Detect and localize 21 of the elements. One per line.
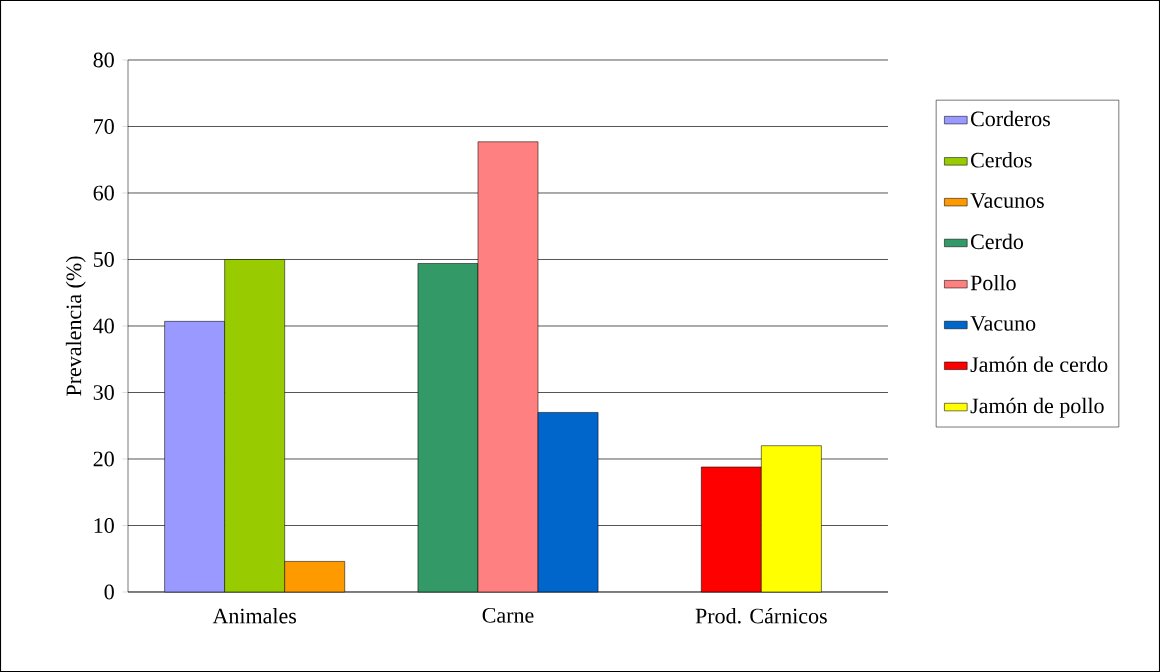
x-tick-label: Animales bbox=[212, 607, 297, 624]
legend-label: Cerdos bbox=[971, 152, 1032, 168]
y-tick-label: 50 bbox=[93, 252, 114, 267]
y-tick-label: 80 bbox=[93, 52, 114, 68]
legend-label: Corderos bbox=[971, 110, 1050, 127]
y-tick-label: 20 bbox=[93, 451, 114, 467]
x-tick-label: Carne bbox=[482, 607, 534, 623]
legend-label: Pollo bbox=[970, 274, 1016, 291]
y-tick-label: 0 bbox=[104, 584, 114, 600]
y-tick-label: 40 bbox=[93, 318, 114, 334]
y-tick-label: 10 bbox=[94, 518, 114, 533]
x-tick-label: Prod. Cárnicos bbox=[695, 607, 827, 624]
y-axis-title: Prevalencia (%) bbox=[65, 256, 86, 396]
y-tick-label: 60 bbox=[93, 185, 114, 201]
y-tick-label: 30 bbox=[93, 385, 114, 400]
y-tick-label: 70 bbox=[94, 119, 114, 134]
legend-label: Vacuno bbox=[970, 316, 1036, 331]
legend-label: Cerdo bbox=[971, 233, 1024, 250]
legend-label: Jamón de pollo bbox=[970, 397, 1104, 418]
legend-label: Vacunos bbox=[970, 193, 1044, 209]
legend-label: Jamón de cerdo bbox=[970, 356, 1108, 373]
